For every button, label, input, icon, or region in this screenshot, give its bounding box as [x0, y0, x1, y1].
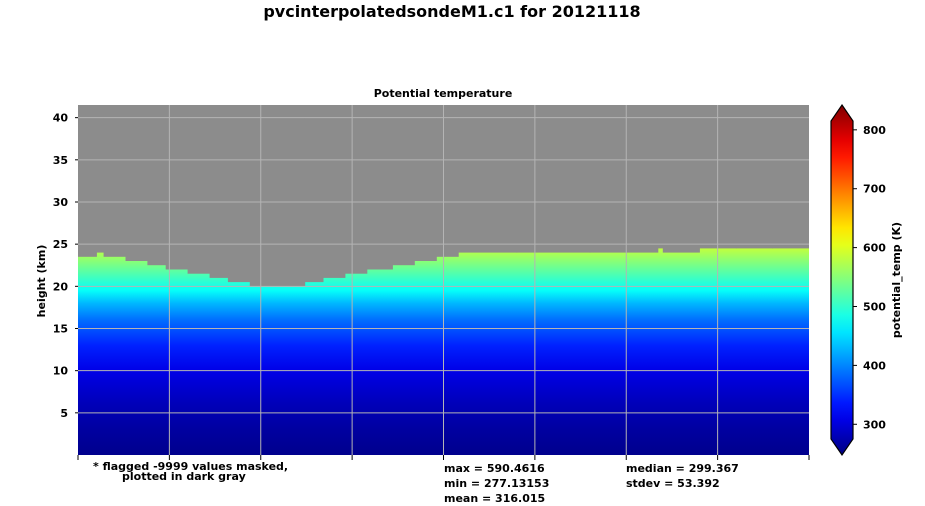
chart-title: pvcinterpolatedsondeM1.c1 for 20121118: [263, 2, 640, 21]
colorbar-tick-label: 700: [863, 183, 886, 196]
colorbar-tick-label: 800: [863, 124, 886, 137]
masked-step: [125, 105, 148, 261]
colorbar-label: potential_temp (K): [890, 222, 903, 338]
colorbar-tick-label: 400: [863, 359, 886, 372]
masked-step: [249, 105, 265, 287]
stat-median: median = 299.367: [626, 462, 739, 475]
x-axis: [77, 455, 810, 460]
y-tick-label: 10: [53, 365, 69, 378]
y-tick-label: 15: [53, 322, 68, 335]
masked-step: [458, 105, 518, 253]
masked-step: [657, 105, 664, 249]
y-tick-label: 35: [53, 154, 68, 167]
chart-subtitle: Potential temperature: [374, 87, 513, 100]
masked-step: [392, 105, 415, 266]
colorbar: 300 400 500 600 700 800 potential_temp (K): [830, 103, 903, 457]
stat-stdev: stdev = 53.392: [626, 477, 720, 490]
masked-step: [662, 105, 700, 253]
colorbar-body: [830, 103, 854, 457]
stat-max: max = 590.4616: [444, 462, 545, 475]
stats-left: max = 590.4616 min = 277.13153 mean = 316.…: [444, 461, 549, 506]
masked-step: [209, 105, 229, 278]
colorbar-tick-label: 600: [863, 242, 886, 255]
flag-note-2: plotted in dark gray: [122, 469, 246, 484]
masked-step: [772, 105, 809, 249]
y-tick-label: 40: [53, 112, 69, 125]
masked-step: [516, 105, 591, 253]
stat-min: min = 277.13153: [444, 477, 550, 490]
masked-step: [626, 105, 659, 253]
flag-note: * flagged -9999 values masked,: [93, 459, 288, 474]
colorbar-ticks: 300 400 500 600 700 800: [853, 124, 886, 431]
y-tick-label: 20: [53, 280, 69, 293]
stats-right: median = 299.367 stdev = 53.392: [626, 461, 739, 491]
grid-lines: [78, 105, 809, 455]
masked-step: [147, 105, 167, 266]
flag-note-line1: * flagged -9999 values masked,: [93, 460, 289, 473]
masked-step: [96, 105, 105, 253]
y-tick-label: 25: [53, 238, 68, 251]
masked-step: [187, 105, 211, 274]
masked-step: [436, 105, 459, 257]
masked-step: [344, 105, 368, 274]
colorbar-tick-label: 500: [863, 301, 886, 314]
masked-step: [78, 105, 97, 257]
masked-region: [78, 105, 809, 287]
masked-step: [165, 105, 189, 270]
y-axis: 5 10 15 20 25 30 35 40: [53, 112, 78, 420]
masked-step: [414, 105, 437, 261]
plot-area: [78, 105, 809, 455]
masked-step: [264, 105, 306, 287]
masked-step: [589, 105, 627, 253]
masked-step: [304, 105, 324, 283]
y-tick-label: 30: [53, 196, 69, 209]
y-axis-label: height (km): [35, 245, 48, 318]
masked-step: [735, 105, 773, 249]
masked-step: [227, 105, 251, 283]
masked-step: [322, 105, 346, 278]
masked-step: [103, 105, 127, 257]
stat-mean: mean = 316.015: [444, 492, 546, 505]
flag-note-line2: plotted in dark gray: [122, 470, 246, 483]
colorbar-tick-label: 300: [863, 418, 886, 431]
masked-step: [366, 105, 393, 270]
y-tick-label: 5: [60, 407, 68, 420]
